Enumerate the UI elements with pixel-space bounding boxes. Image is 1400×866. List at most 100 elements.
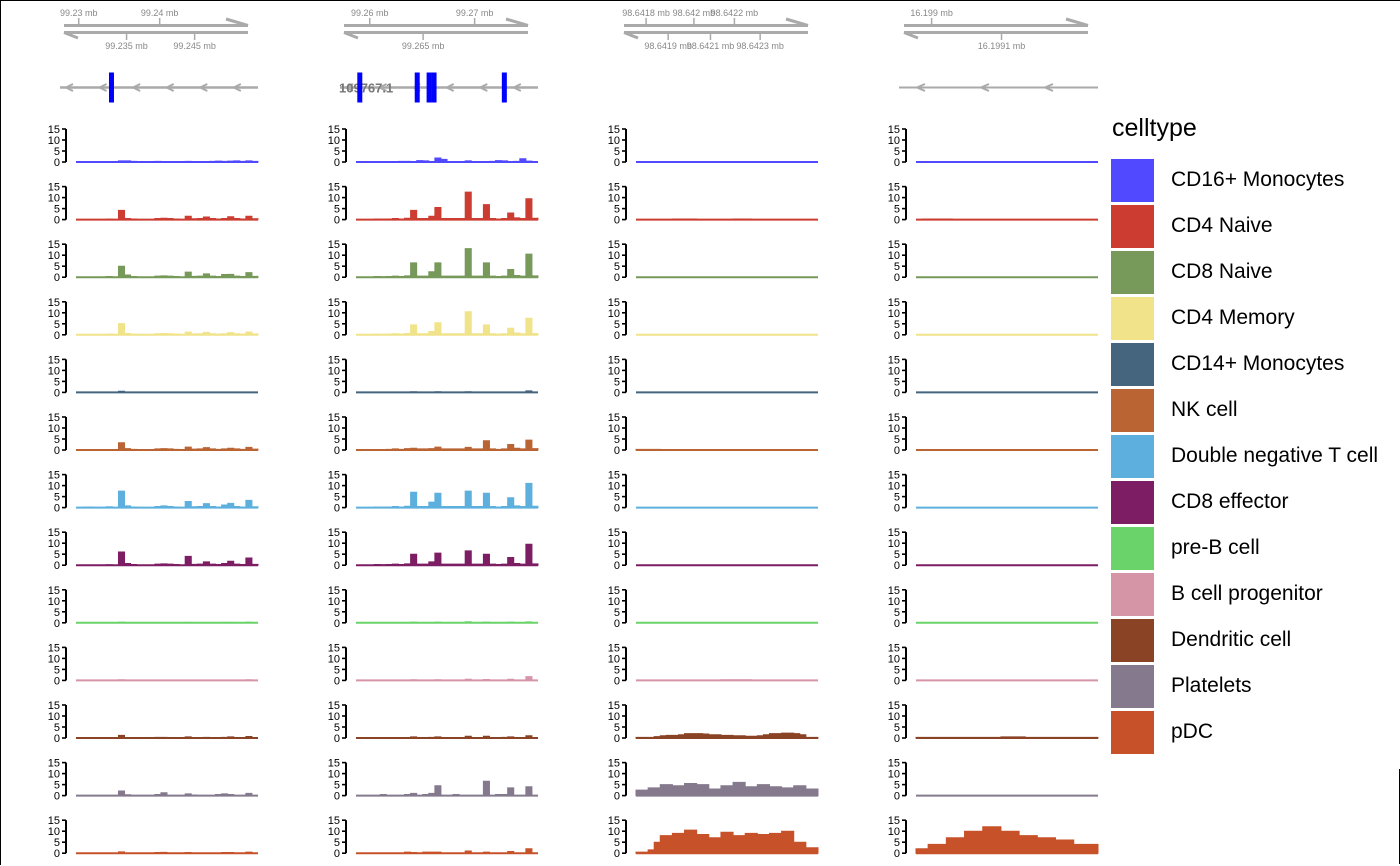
axis-tick-label-bottom: 98.6419 mb <box>644 41 692 51</box>
y-tick-label: 5 <box>894 204 900 216</box>
y-tick-label: 5 <box>614 492 620 504</box>
coverage-area <box>635 732 819 739</box>
y-tick-label: 15 <box>888 470 900 482</box>
legend: celltype CD16+ Monocytes CD4 Naive CD8 Nai… <box>1111 111 1400 755</box>
y-tick-label: 15 <box>888 412 900 424</box>
axis-arrow-left <box>903 31 919 40</box>
y-tick-label: 15 <box>48 470 60 482</box>
y-tick-label: 5 <box>894 837 900 849</box>
y-tick-label: 15 <box>888 642 900 654</box>
y-tick-label: 10 <box>328 481 340 493</box>
y-tick-label: 15 <box>888 758 900 770</box>
y-tick-label: 5 <box>334 376 340 388</box>
legend-label: CD8 effector <box>1171 490 1289 513</box>
y-tick-label: 10 <box>608 711 620 723</box>
y-tick-label: 15 <box>608 182 620 194</box>
y-tick-label: 5 <box>894 319 900 331</box>
y-tick-label: 5 <box>54 780 60 792</box>
gene-exon <box>501 72 507 103</box>
y-tick-label: 5 <box>54 664 60 676</box>
y-tick-label: 10 <box>328 308 340 320</box>
y-tick-label: 5 <box>334 492 340 504</box>
coverage-area <box>635 829 819 854</box>
y-tick-label: 0 <box>614 445 620 457</box>
y-tick-label: 15 <box>888 297 900 309</box>
legend-swatch <box>1111 342 1154 386</box>
legend-swatch <box>1111 204 1154 248</box>
y-tick-label: 0 <box>894 560 900 572</box>
y-tick-label: 10 <box>328 711 340 723</box>
coverage-area <box>915 826 1099 854</box>
legend-label: pre-B cell <box>1171 536 1260 559</box>
y-tick-label: 5 <box>334 261 340 273</box>
coverage-area <box>76 551 259 566</box>
legend-item: CD4 Memory <box>1111 295 1400 341</box>
axis-tick-label-bottom: 98.6423 mb <box>736 41 784 51</box>
legend-label: CD8 Naive <box>1171 260 1273 283</box>
y-tick-label: 0 <box>894 215 900 227</box>
y-tick-label: 10 <box>48 423 60 435</box>
y-tick-label: 10 <box>608 481 620 493</box>
axis-arrow-left <box>63 31 79 40</box>
y-tick-label: 5 <box>894 722 900 734</box>
y-tick-label: 0 <box>54 848 60 860</box>
gene-exon <box>426 72 432 103</box>
y-tick-label: 10 <box>608 250 620 262</box>
axis-tick-label-top: 16.199 mb <box>910 8 953 18</box>
legend-label: CD4 Memory <box>1171 306 1295 329</box>
gene-exon <box>431 72 437 103</box>
legend-item: CD16+ Monocytes <box>1111 157 1400 203</box>
legend-swatch <box>1111 526 1154 570</box>
coverage-area <box>356 543 539 566</box>
y-tick-label: 5 <box>894 780 900 792</box>
y-tick-label: 5 <box>334 837 340 849</box>
y-tick-label: 5 <box>614 837 620 849</box>
coverage-area <box>356 248 539 278</box>
y-tick-label: 15 <box>608 239 620 251</box>
y-tick-label: 10 <box>888 538 900 550</box>
gene-strand-arrow <box>164 83 175 92</box>
legend-swatch <box>1111 296 1154 340</box>
y-tick-label: 5 <box>614 607 620 619</box>
y-tick-label: 10 <box>328 538 340 550</box>
gene-exon <box>108 72 114 103</box>
y-tick-label: 10 <box>888 308 900 320</box>
gene-strand-arrow <box>444 83 455 92</box>
y-tick-label: 5 <box>614 204 620 216</box>
y-tick-label: 5 <box>614 261 620 273</box>
y-tick-label: 5 <box>54 549 60 561</box>
gene-strand-arrow <box>231 83 242 92</box>
coverage-area <box>76 490 259 509</box>
y-tick-label: 10 <box>888 769 900 781</box>
y-tick-label: 0 <box>334 445 340 457</box>
legend-label: CD4 Naive <box>1171 214 1273 237</box>
y-tick-label: 5 <box>54 376 60 388</box>
y-tick-label: 0 <box>334 618 340 630</box>
y-tick-label: 15 <box>328 182 340 194</box>
y-tick-label: 0 <box>614 675 620 687</box>
legend-label: pDC <box>1171 720 1214 743</box>
y-tick-label: 5 <box>894 664 900 676</box>
y-tick-label: 0 <box>54 387 60 399</box>
y-tick-label: 0 <box>614 733 620 745</box>
legend-swatch <box>1111 618 1154 662</box>
coverage-area <box>356 780 538 797</box>
y-tick-label: 5 <box>614 664 620 676</box>
y-tick-label: 0 <box>54 272 60 284</box>
